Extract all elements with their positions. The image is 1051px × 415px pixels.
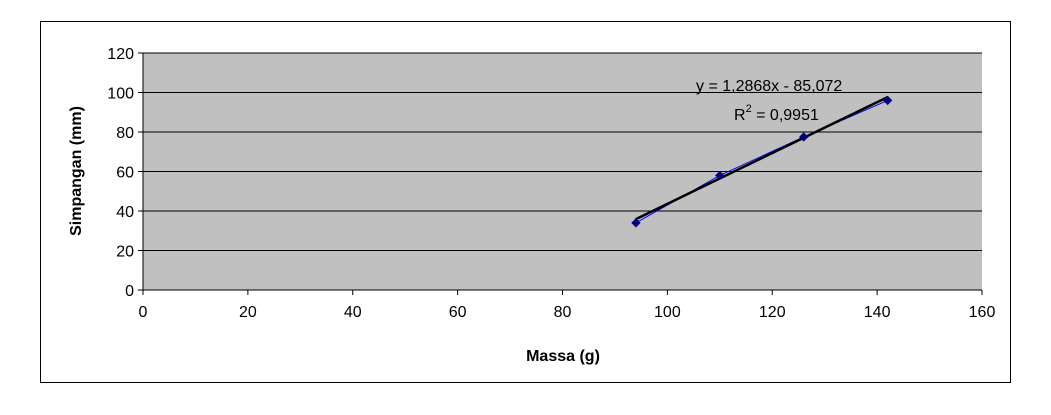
- x-tick-label-120: 120: [759, 304, 786, 321]
- y-tick-label-40: 40: [116, 204, 134, 221]
- x-tick-label-40: 40: [344, 304, 362, 321]
- r-squared-label: R2 = 0,9951: [734, 103, 819, 124]
- y-tick-label-120: 120: [107, 46, 134, 63]
- trendline-equation: y = 1,2868x - 85,072: [696, 78, 842, 95]
- data-point-4: [882, 95, 893, 106]
- y-axis-ticks: 0 20 40 60 80 100 120: [107, 46, 143, 300]
- x-tick-label-20: 20: [239, 304, 257, 321]
- data-points: [631, 95, 893, 228]
- linear-trendline: [635, 96, 889, 221]
- y-tick-label-100: 100: [107, 86, 134, 103]
- y-tick-label-0: 0: [125, 283, 134, 300]
- data-point-1: [631, 218, 641, 228]
- r-squared-superscript: 2: [746, 103, 752, 115]
- r-squared-prefix: R: [734, 107, 746, 124]
- x-tick-label-0: 0: [139, 304, 148, 321]
- x-tick-label-100: 100: [654, 304, 681, 321]
- x-axis-ticks: 0 20 40 60 80 100 120 140 160: [139, 290, 996, 321]
- y-axis-title: Simpangan (mm): [68, 106, 85, 236]
- x-tick-label-140: 140: [864, 304, 891, 321]
- data-point-2: [715, 170, 725, 181]
- x-tick-label-160: 160: [969, 304, 996, 321]
- x-axis-title: Massa (g): [526, 348, 600, 365]
- gridlines: [143, 52, 982, 251]
- y-tick-label-20: 20: [116, 244, 134, 261]
- trendline: [635, 96, 889, 221]
- y-tick-label-80: 80: [116, 125, 134, 142]
- r-squared-value: = 0,9951: [752, 107, 819, 124]
- data-point-3: [799, 132, 809, 142]
- y-tick-label-60: 60: [116, 165, 134, 182]
- x-tick-label-60: 60: [449, 304, 467, 321]
- x-tick-label-80: 80: [554, 304, 572, 321]
